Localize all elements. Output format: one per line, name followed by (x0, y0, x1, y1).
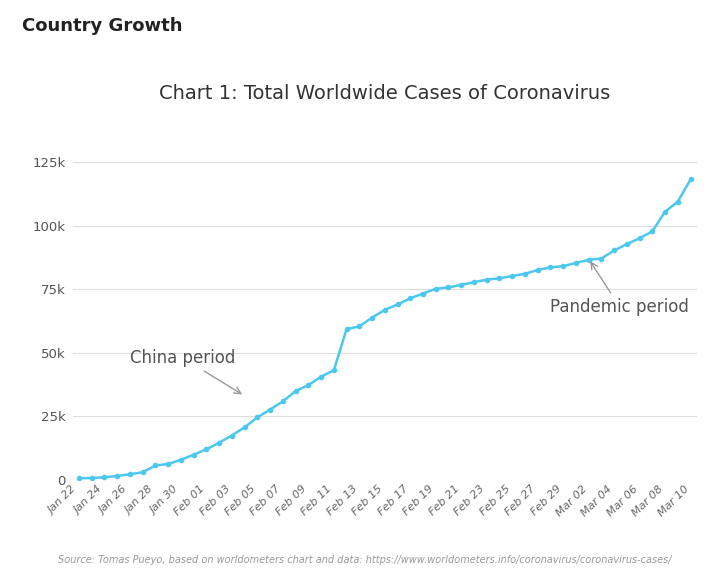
Text: China period: China period (130, 349, 241, 393)
Text: Country Growth: Country Growth (22, 17, 182, 35)
Text: Pandemic period: Pandemic period (550, 263, 689, 316)
Text: Chart 1: Total Worldwide Cases of Coronavirus: Chart 1: Total Worldwide Cases of Corona… (159, 84, 611, 103)
Text: Source: Tomas Pueyo, based on worldometers chart and data: https://www.worldomet: Source: Tomas Pueyo, based on worldomete… (58, 555, 672, 565)
